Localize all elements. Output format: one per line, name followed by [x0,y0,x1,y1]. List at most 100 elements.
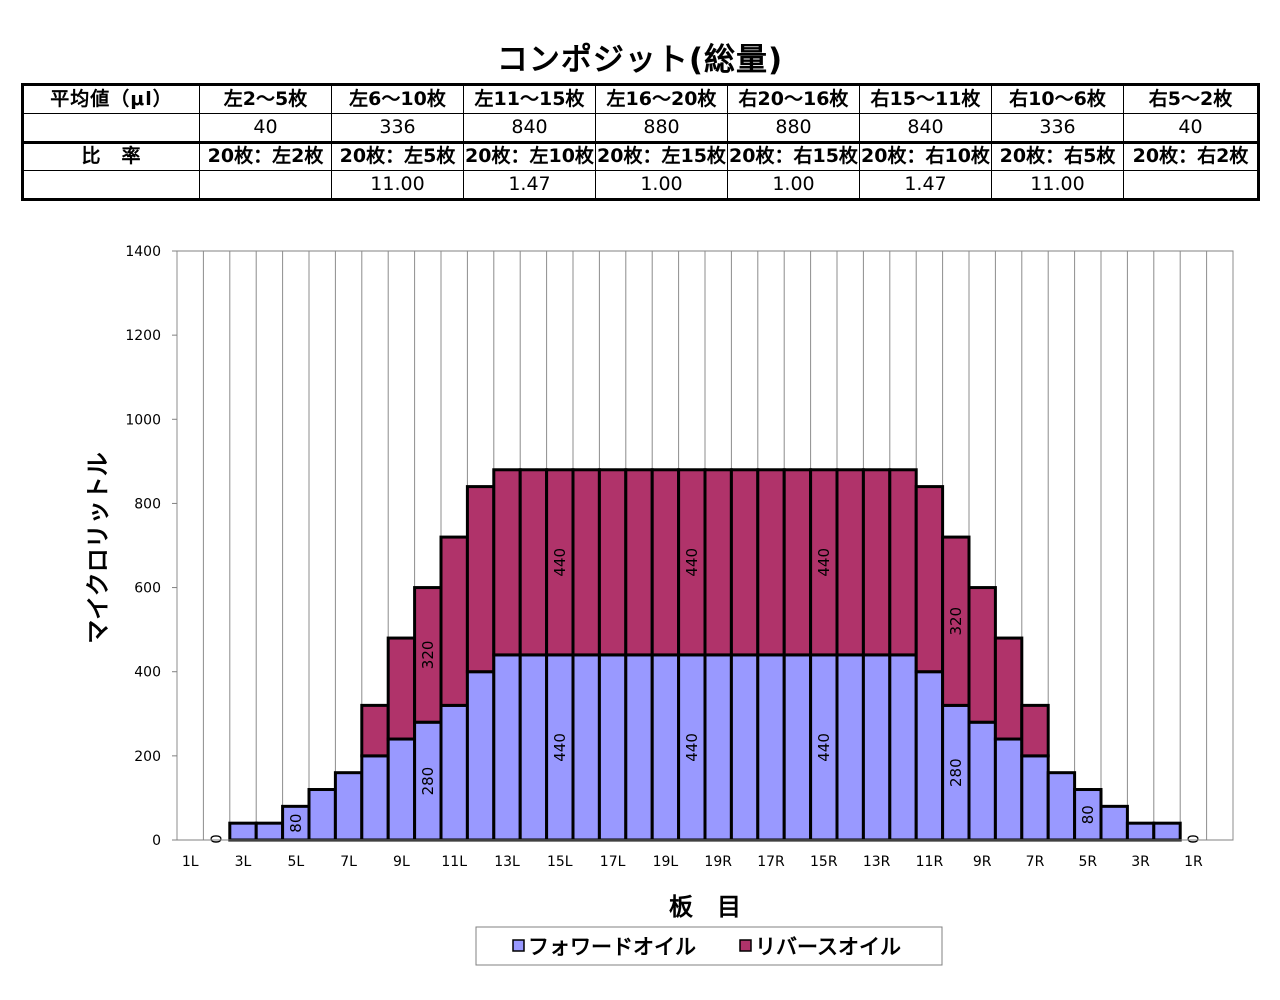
x-tick-label: 1L [182,854,199,870]
x-tick-label: 13R [863,854,891,870]
bar-forward-oil [624,653,654,842]
ratio-header: 20枚：右10枚 [859,140,992,172]
ratio-value: 11.00 [331,170,464,200]
bar-reverse-oil [914,485,945,674]
x-tick-label: 7R [1026,854,1045,870]
x-tick-label: 1R [1184,854,1203,870]
avg-value: 840 [463,112,596,143]
y-axis: 0 200 400 600 800 1000 1200 1400 [125,244,177,849]
data-label: 440 [683,548,701,577]
data-label: 440 [815,733,833,762]
bar-forward-oil [782,653,813,842]
bar-forward-oil [914,670,945,842]
ratio-header: 20枚：左15枚 [595,140,728,172]
data-labels: 0 80 280 320 440 440 440 440 440 440 280 320 80 0 [208,548,1203,844]
x-tick-label: 13L [494,854,520,870]
summary-table: 平均値（μl） 左2～5枚 左6～10枚 左11～15枚 左16～20枚 右20… [21,83,1260,201]
bar-forward-oil [703,653,733,842]
ratio-value: 11.00 [991,170,1124,200]
bar-forward-oil [254,821,285,842]
bar-reverse-oil [597,468,628,657]
y-tick-label: 800 [134,496,161,512]
bar-reverse-oil [729,468,760,657]
range-header: 右5～2枚 [1123,84,1259,114]
bar-forward-oil [597,653,628,842]
x-tick-label: 5L [287,854,304,870]
x-tick-label: 19R [704,854,732,870]
bar-reverse-oil [703,468,733,657]
chart-bars [228,468,1182,842]
x-tick-label: 3L [235,854,252,870]
bar-forward-oil [1125,821,1156,842]
x-tick-label: 11L [441,854,467,870]
legend-frame [475,926,943,966]
bar-forward-oil [967,720,997,842]
bar-forward-oil [1152,821,1182,842]
bar-forward-oil [465,670,496,842]
data-label: 320 [947,607,965,636]
range-header: 右20～16枚 [727,84,860,114]
empty-cell [22,170,200,200]
avg-value: 880 [595,112,728,143]
ratio-value [1123,170,1259,200]
bar-forward-oil [861,653,892,842]
legend-label-reverse: リバースオイル [755,935,901,959]
bar-reverse-oil [993,636,1024,741]
y-tick-label: 1200 [125,328,161,344]
bar-forward-oil [492,653,522,842]
legend-swatch-reverse [739,939,752,952]
bar-reverse-oil [386,636,417,741]
x-tick-label: 19L [653,854,679,870]
avg-value-row: 40 336 840 880 880 840 336 40 [22,112,1259,143]
data-label: 0 [1184,834,1202,844]
ratio-value [199,170,332,200]
bar-forward-oil [386,737,417,842]
bar-reverse-oil [1020,703,1050,758]
bar-forward-oil [888,653,918,842]
y-tick-label: 1400 [125,244,161,260]
y-tick-label: 200 [134,749,161,765]
bar-reverse-oil [967,586,997,724]
avg-value: 336 [991,112,1124,143]
bar-forward-oil [333,771,364,842]
data-label: 280 [947,758,965,787]
x-tick-label: 11R [916,854,944,870]
y-tick-label: 0 [152,833,161,849]
data-label: 440 [551,733,569,762]
data-label: 80 [287,814,305,833]
ratio-header: 20枚：右5枚 [991,140,1124,172]
x-axis: 1L 3L 5L 7L 9L 11L 13L 15L 17L 19L 19R 17R 15R 13R 11R… [177,839,1233,870]
bar-forward-oil [835,653,865,842]
bar-reverse-oil [492,468,522,657]
bar-reverse-oil [835,468,865,657]
legend: フォワードオイル リバースオイル [475,926,943,966]
bar-forward-oil [1099,804,1129,842]
bar-reverse-oil [650,468,681,657]
x-tick-label: 7L [340,854,357,870]
avg-value: 40 [199,112,332,143]
bar-forward-oil [439,703,469,842]
y-tick-label: 1000 [125,412,161,428]
data-label: 320 [419,641,437,670]
bar-reverse-oil [756,468,786,657]
data-label: 0 [208,834,226,844]
bar-forward-oil [360,754,390,842]
bar-reverse-oil [677,468,707,657]
bar-forward-oil [518,653,549,842]
bar-reverse-oil [888,468,918,657]
range-header: 左6～10枚 [331,84,464,114]
avg-value: 336 [331,112,464,143]
data-label: 440 [683,733,701,762]
y-tick-label: 400 [134,665,161,681]
y-tick-label: 600 [134,581,161,597]
bar-reverse-oil [360,703,390,758]
bar-reverse-oil [518,468,549,657]
ratio-value-row: 11.00 1.47 1.00 1.00 1.47 11.00 [22,170,1259,200]
bar-forward-oil [756,653,786,842]
bar-reverse-oil [465,485,496,674]
x-tick-label: 17L [600,854,626,870]
ratio-header-row: 比 率 20枚：左2枚 20枚：左5枚 20枚：左10枚 20枚：左15枚 20… [22,140,1259,172]
bar-forward-oil [729,653,760,842]
legend-label-forward: フォワードオイル [528,935,696,959]
data-label: 80 [1079,805,1097,824]
